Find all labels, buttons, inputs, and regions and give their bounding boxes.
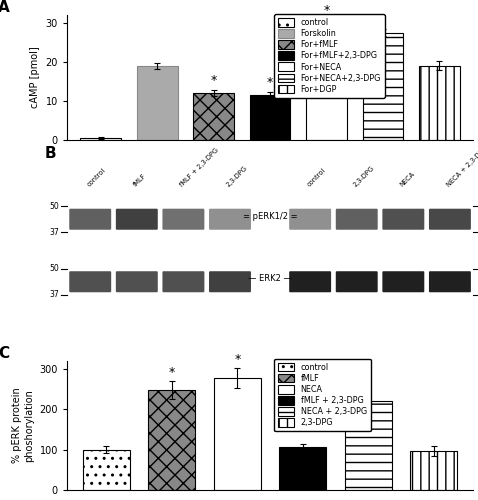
Text: 2,3-DPG: 2,3-DPG bbox=[226, 164, 249, 188]
Text: A: A bbox=[0, 0, 10, 16]
FancyBboxPatch shape bbox=[336, 271, 378, 292]
Text: C: C bbox=[0, 346, 9, 362]
Bar bbox=[419, 66, 460, 140]
Text: *: * bbox=[365, 374, 371, 387]
Text: NECA + 2,3-DPG: NECA + 2,3-DPG bbox=[445, 144, 478, 188]
Text: 50: 50 bbox=[50, 264, 59, 274]
Text: *: * bbox=[380, 14, 386, 26]
FancyBboxPatch shape bbox=[69, 271, 111, 292]
Bar bbox=[345, 402, 392, 490]
Text: *: * bbox=[169, 366, 175, 379]
Y-axis label: % pERK protein
phoshorylation: % pERK protein phoshorylation bbox=[12, 388, 34, 464]
Bar bbox=[306, 23, 347, 140]
FancyBboxPatch shape bbox=[163, 208, 205, 230]
Text: 50: 50 bbox=[50, 202, 59, 211]
FancyBboxPatch shape bbox=[289, 208, 331, 230]
Bar bbox=[214, 378, 261, 490]
Text: = pERK1/2 =: = pERK1/2 = bbox=[243, 212, 297, 221]
Bar bbox=[80, 138, 121, 140]
Text: fMLF: fMLF bbox=[132, 172, 148, 188]
Text: fMLF + 2,3-DPG: fMLF + 2,3-DPG bbox=[179, 146, 220, 188]
Text: B: B bbox=[44, 146, 56, 161]
FancyBboxPatch shape bbox=[336, 208, 378, 230]
Text: 2,3-DPG: 2,3-DPG bbox=[352, 164, 376, 188]
FancyBboxPatch shape bbox=[163, 271, 205, 292]
FancyBboxPatch shape bbox=[69, 208, 111, 230]
Bar bbox=[363, 32, 403, 140]
FancyBboxPatch shape bbox=[382, 271, 424, 292]
FancyBboxPatch shape bbox=[382, 208, 424, 230]
Text: 37: 37 bbox=[50, 290, 59, 299]
FancyBboxPatch shape bbox=[209, 271, 251, 292]
Bar bbox=[83, 450, 130, 490]
Legend: control, Forskolin, For+fMLF, For+fMLF+2,3-DPG, For+NECA, For+NECA+2,3-DPG, For+: control, Forskolin, For+fMLF, For+fMLF+2… bbox=[274, 14, 385, 98]
Text: *: * bbox=[234, 353, 240, 366]
Legend: control, fMLF, NECA, fMLF + 2,3-DPG, NECA + 2,3-DPG, 2,3-DPG: control, fMLF, NECA, fMLF + 2,3-DPG, NEC… bbox=[274, 358, 371, 431]
Text: 37: 37 bbox=[50, 228, 59, 236]
Bar bbox=[410, 451, 457, 490]
Text: NECA: NECA bbox=[399, 170, 416, 188]
Bar bbox=[137, 66, 177, 140]
Text: — ERK2 —: — ERK2 — bbox=[248, 274, 292, 283]
FancyBboxPatch shape bbox=[289, 271, 331, 292]
Text: *: * bbox=[267, 76, 273, 89]
FancyBboxPatch shape bbox=[116, 271, 158, 292]
Bar bbox=[279, 447, 326, 490]
Text: control: control bbox=[306, 167, 326, 188]
FancyBboxPatch shape bbox=[429, 208, 471, 230]
Y-axis label: cAMP [pmol]: cAMP [pmol] bbox=[30, 46, 40, 108]
FancyBboxPatch shape bbox=[116, 208, 158, 230]
FancyBboxPatch shape bbox=[429, 271, 471, 292]
Text: *: * bbox=[324, 4, 330, 17]
FancyBboxPatch shape bbox=[209, 208, 251, 230]
Bar bbox=[193, 93, 234, 140]
Bar bbox=[148, 390, 196, 490]
Text: *: * bbox=[210, 74, 217, 88]
Text: control: control bbox=[86, 167, 107, 188]
Bar bbox=[250, 95, 290, 140]
